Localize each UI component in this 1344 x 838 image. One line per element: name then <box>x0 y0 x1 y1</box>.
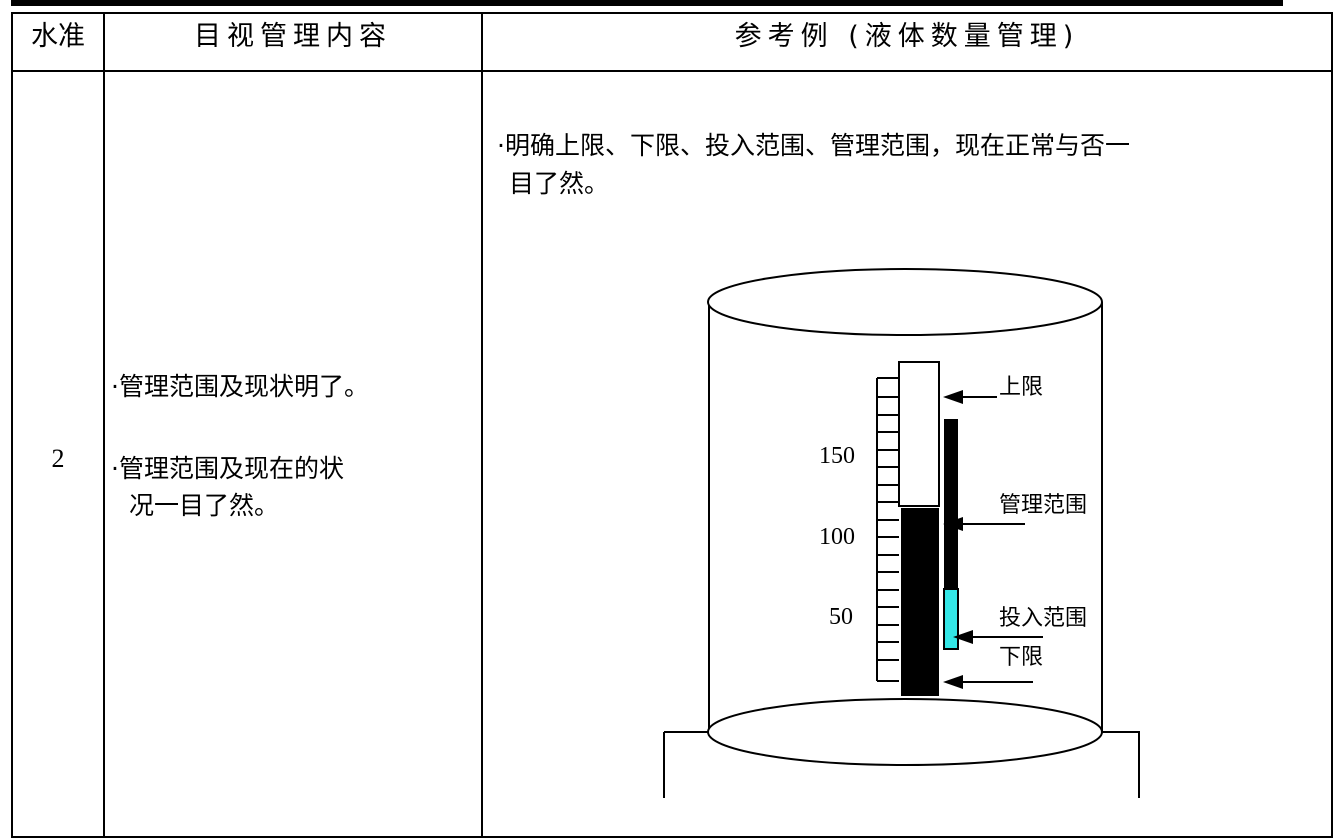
header-level: 水准 <box>11 12 105 72</box>
input-range-arrowhead <box>953 630 973 644</box>
label-input-range: 投入范围 <box>999 606 1087 631</box>
content-cell: ·管理范围及现状明了。 ·管理范围及现在的状 况一目了然。 <box>103 70 483 838</box>
level-gauge-empty <box>898 361 940 507</box>
tank-stand <box>663 731 1140 798</box>
example-desc-line-2: 目了然。 <box>509 169 610 198</box>
example-description: ·明确上限、下限、投入范围、管理范围，现在正常与否一 目了然。 <box>497 127 1327 203</box>
scale-label-150: 150 <box>819 443 855 469</box>
scale-label-100: 100 <box>819 524 855 550</box>
header-example: 参考例 (液体数量管理) <box>481 12 1333 72</box>
top-rule <box>11 0 1283 6</box>
visual-management-table: 水准 目视管理内容 参考例 (液体数量管理) 2 ·管理范围及现状明了。 ·管理… <box>11 12 1333 838</box>
scale-label-50: 50 <box>829 604 853 630</box>
management-range-bar <box>944 419 958 589</box>
table-row: 2 ·管理范围及现状明了。 ·管理范围及现在的状 况一目了然。 ·明确上限、下限… <box>11 70 1333 838</box>
content-item-2-cont: 况一目了然。 <box>129 491 280 520</box>
content-item-2: ·管理范围及现在的状 <box>111 454 344 483</box>
label-lower-limit: 下限 <box>999 645 1043 670</box>
level-gauge-liquid <box>901 508 939 696</box>
mgmt-range-arrowhead <box>943 517 963 531</box>
content-item-1: ·管理范围及现状明了。 <box>111 372 369 401</box>
header-content: 目视管理内容 <box>103 12 483 72</box>
input-range-bar <box>943 588 959 650</box>
scale-ticks <box>876 377 899 682</box>
label-upper-limit: 上限 <box>999 375 1043 400</box>
upper-limit-arrowhead <box>943 390 963 404</box>
example-desc-line-1: ·明确上限、下限、投入范围、管理范围，现在正常与否一 <box>497 131 1130 160</box>
lower-limit-arrowhead <box>943 675 963 689</box>
label-management-range: 管理范围 <box>999 493 1087 518</box>
example-cell: ·明确上限、下限、投入范围、管理范围，现在正常与否一 目了然。 <box>481 70 1333 838</box>
tank-top-ellipse <box>707 268 1103 336</box>
liquid-tank-diagram: 150 100 50 上 <box>663 268 1140 798</box>
tank-bottom-ellipse <box>707 698 1103 766</box>
level-cell: 2 <box>11 70 105 838</box>
level-value: 2 <box>51 444 65 473</box>
header-row: 水准 目视管理内容 参考例 (液体数量管理) <box>11 12 1333 72</box>
